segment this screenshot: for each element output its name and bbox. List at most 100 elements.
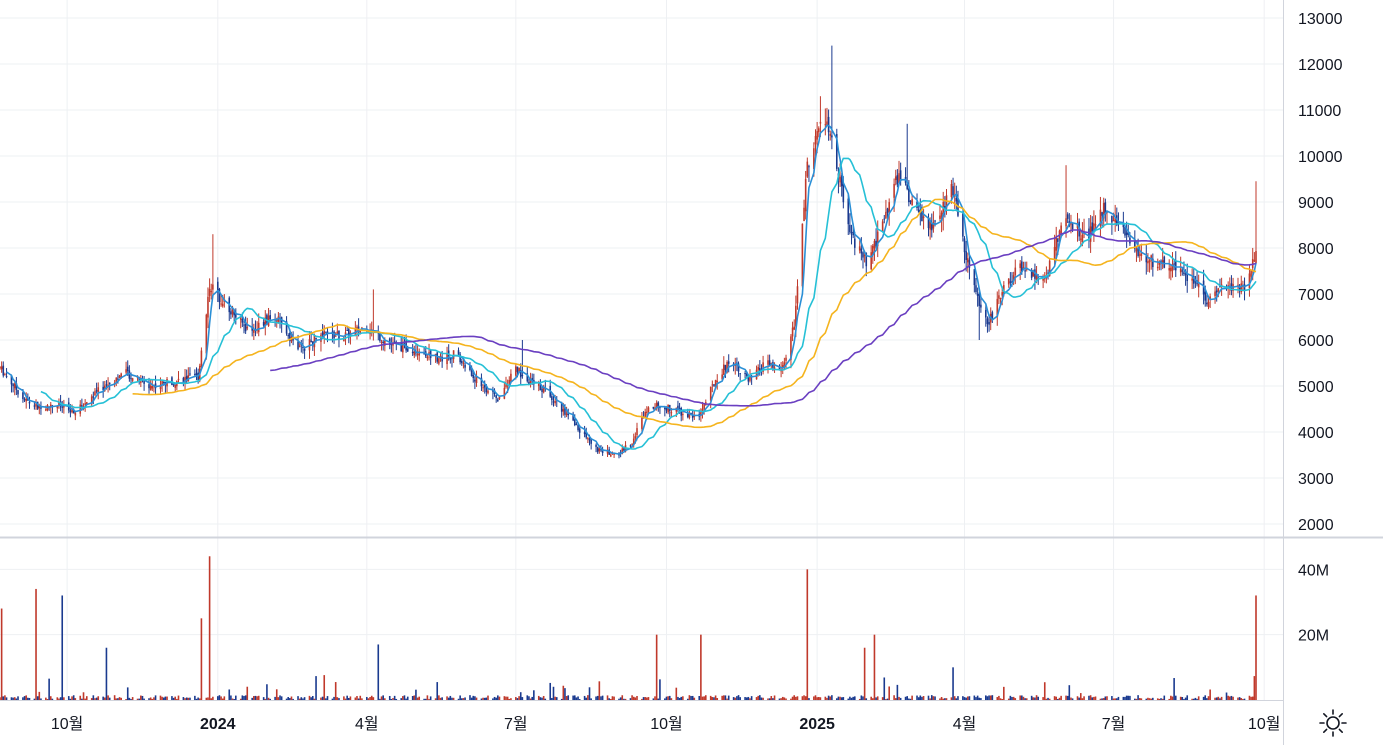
candle-body (1009, 281, 1012, 283)
candle-body (803, 207, 805, 222)
volume-bar (1045, 698, 1048, 700)
volume-bar (564, 688, 566, 700)
candle-body (677, 405, 679, 410)
candle-body (12, 384, 14, 387)
volume-bar (1065, 695, 1067, 700)
volume-bar (745, 697, 748, 700)
candle-body (955, 198, 958, 202)
volume-bar (1161, 698, 1164, 700)
candle-body (508, 379, 511, 384)
candle-body (107, 384, 109, 387)
candle-body (303, 348, 306, 351)
volume-bar (978, 697, 981, 700)
volume-bar (262, 697, 265, 700)
candle-body (289, 332, 291, 342)
volume-tick-label: 20M (1298, 628, 1329, 645)
candle-body (922, 216, 925, 219)
candle-body (45, 409, 47, 411)
candle-body (208, 288, 211, 296)
candle-body (1111, 215, 1113, 223)
volume-bar (233, 699, 235, 700)
volume-bar (985, 695, 987, 700)
volume-bar (279, 695, 281, 700)
volume-bar (930, 695, 933, 700)
candle-body (58, 402, 60, 406)
candle-body (1030, 270, 1033, 278)
volume-bar (90, 698, 93, 700)
volume-bar (1007, 698, 1010, 700)
volume-bar (221, 698, 224, 700)
volume-bar (105, 647, 108, 700)
price-tick-label: 11000 (1298, 103, 1341, 120)
volume-bar (888, 686, 890, 700)
candle-body (932, 222, 935, 229)
volume-bar (46, 699, 49, 700)
volume-bar (996, 697, 999, 700)
volume-bar (108, 697, 111, 700)
candle-body (921, 211, 923, 222)
candle-body (542, 386, 545, 393)
candle-body (1021, 261, 1023, 272)
candle-body (115, 377, 118, 383)
price-tick-label: 5000 (1298, 379, 1334, 396)
volume-bar (693, 697, 696, 700)
volume-bar (369, 697, 371, 700)
volume-bar (256, 696, 258, 700)
candle-body (783, 362, 786, 368)
volume-bar (881, 697, 884, 700)
candle-body (1117, 222, 1120, 224)
volume-bar (15, 698, 18, 700)
volume-bar (744, 697, 746, 700)
candle-body (1071, 223, 1074, 230)
candle-body (881, 221, 884, 232)
volume-bar (1091, 697, 1094, 700)
volume-bar (1179, 696, 1182, 700)
candle-body (1197, 283, 1200, 288)
price-tick-label: 2000 (1298, 517, 1334, 534)
volume-bar (577, 696, 579, 700)
candle-body (105, 384, 108, 386)
volume-bar (988, 695, 990, 700)
volume-bar (829, 696, 832, 700)
volume-bar (526, 695, 529, 700)
volume-bar (932, 696, 935, 700)
volume-bar (600, 696, 602, 700)
candle-body (472, 375, 475, 379)
volume-bar (403, 695, 406, 700)
candle-body (1250, 270, 1252, 277)
volume-bar (347, 697, 350, 700)
candle-body (1101, 212, 1103, 216)
candle-body (138, 377, 140, 382)
volume-bar (354, 697, 357, 700)
candle-body (56, 405, 59, 409)
candle-body (418, 351, 421, 356)
volume-bar (426, 695, 429, 700)
settings-button[interactable] (1318, 708, 1348, 738)
volume-bar (849, 696, 851, 700)
volume-bar (716, 698, 719, 700)
volume-bar (10, 697, 13, 700)
volume-bar (529, 698, 532, 700)
candle-body (130, 378, 132, 380)
candle-body (1173, 263, 1175, 265)
volume-bar (896, 684, 899, 700)
volume-bar (361, 698, 363, 700)
volume-bar (315, 676, 317, 700)
volume-bar (51, 698, 54, 700)
candle-body (151, 385, 154, 389)
volume-bar (33, 698, 36, 700)
candle-body (526, 373, 529, 382)
candle-body (143, 379, 145, 384)
candle-body (426, 356, 429, 359)
candle-body (97, 387, 100, 394)
candle-body (428, 352, 430, 355)
volume-bar (1171, 696, 1174, 700)
volume-bar (1116, 698, 1118, 700)
volume-bar (870, 696, 872, 700)
volume-bar (1138, 698, 1141, 700)
candle-body (1255, 251, 1257, 264)
volume-bar (510, 698, 512, 700)
volume-bar (1102, 698, 1105, 700)
